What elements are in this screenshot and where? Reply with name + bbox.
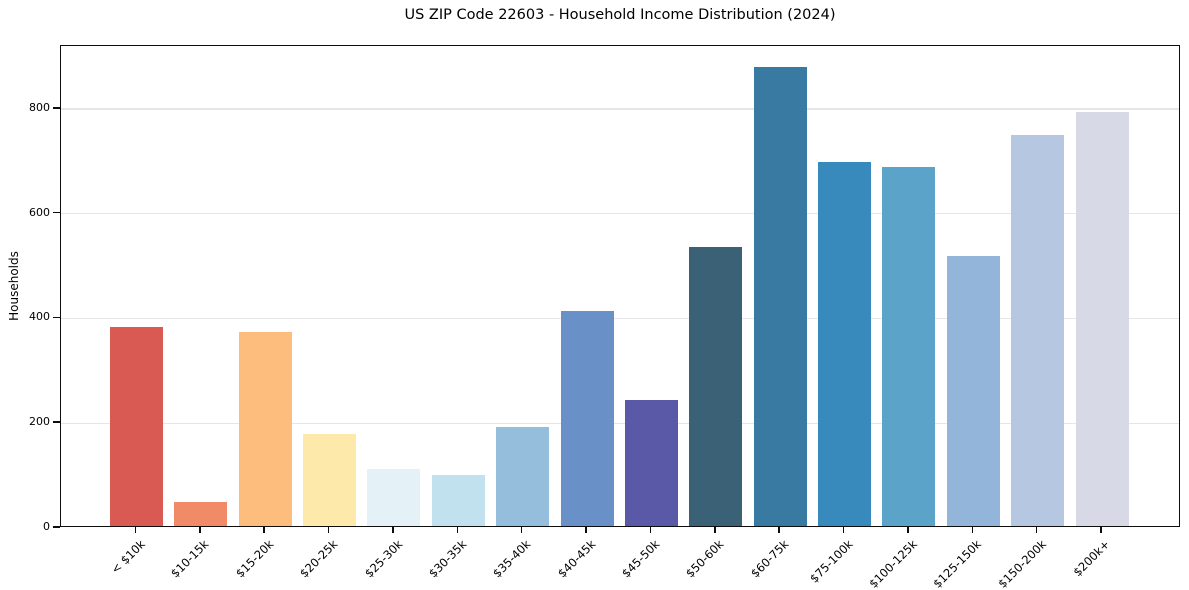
x-tick-label-text: $150-200k: [994, 537, 1049, 590]
bar: [753, 66, 807, 526]
x-tick: [907, 527, 909, 533]
x-tick-label-text: $100-125k: [866, 537, 920, 590]
x-tick-label-text: $125-150k: [930, 537, 985, 590]
x-tick: [714, 527, 716, 533]
bar: [624, 400, 678, 526]
gridline: [61, 317, 1179, 320]
bar: [496, 426, 550, 526]
x-tick: [392, 527, 394, 533]
bar: [367, 469, 421, 526]
bar: [303, 434, 357, 526]
y-tick-label: 400: [29, 310, 50, 324]
gridline: [61, 108, 1179, 110]
bar: [1011, 135, 1065, 526]
y-tick-label: 0: [43, 520, 50, 533]
x-tick-label-text: $50-60k: [683, 537, 727, 581]
y-tick: [53, 107, 60, 109]
x-tick-label-text: $40-45k: [554, 537, 598, 581]
y-tick-label: 600: [29, 205, 50, 219]
gridline: [61, 213, 1179, 215]
x-tick: [327, 527, 330, 533]
x-tick-label-text: $30-35k: [425, 537, 470, 581]
bar: [560, 311, 614, 526]
x-tick: [778, 527, 780, 533]
x-tick: [134, 527, 137, 533]
x-tick-label-text: $20-25k: [297, 537, 341, 581]
plot-area: [60, 45, 1180, 527]
x-tick-label-text: $15-20k: [232, 537, 277, 581]
bar: [110, 326, 163, 526]
y-tick: [53, 421, 60, 423]
x-tick: [1035, 527, 1038, 533]
y-tick: [53, 316, 60, 319]
y-tick-label: 800: [29, 100, 50, 114]
x-tick-label-text: < $10k: [107, 537, 148, 577]
x-tick-label-text: $25-30k: [361, 537, 405, 581]
bar: [1075, 112, 1129, 526]
bar: [431, 475, 485, 526]
bar: [882, 167, 936, 526]
x-tick: [1100, 527, 1102, 533]
x-tick-label-text: $200k+: [1070, 537, 1113, 580]
bar: [818, 162, 872, 526]
y-tick-label: 200: [29, 415, 50, 429]
chart-title: US ZIP Code 22603 - Household Income Dis…: [404, 7, 836, 23]
x-tick-label-text: $60-75k: [747, 537, 792, 581]
gridline: [61, 422, 1179, 424]
bar: [174, 502, 228, 526]
x-tick-label-text: $10-15k: [168, 537, 212, 581]
bar: [946, 255, 1000, 526]
x-tick: [456, 527, 459, 533]
x-tick: [649, 527, 652, 533]
y-tick: [53, 211, 60, 214]
x-tick-label-text: $75-100k: [806, 537, 856, 586]
x-tick: [263, 527, 265, 533]
bar: [689, 246, 743, 526]
x-tick-label-text: $45-50k: [618, 537, 663, 581]
y-tick: [53, 526, 60, 528]
x-tick: [842, 527, 845, 533]
x-tick: [585, 527, 587, 533]
x-tick-label-text: $35-40k: [490, 537, 534, 581]
bar: [238, 332, 292, 526]
x-tick: [520, 527, 523, 533]
x-tick: [971, 527, 974, 533]
x-tick: [199, 527, 201, 533]
